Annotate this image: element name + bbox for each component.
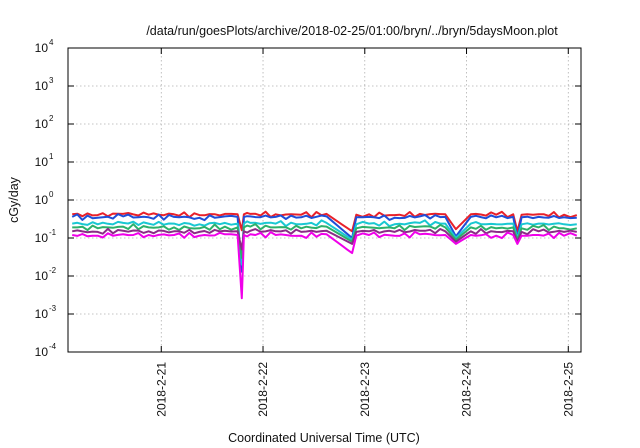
y-tick-exponent: -1 <box>49 228 57 237</box>
series-line <box>72 227 577 251</box>
y-tick-exponent: -4 <box>49 342 57 351</box>
y-tick-label: 10 <box>35 307 49 321</box>
grid-layer <box>68 48 581 352</box>
chart-title: /data/run/goesPlots/archive/2018-02-25/0… <box>146 24 558 38</box>
y-tick-label: 10 <box>35 155 49 169</box>
y-tick-label: 10 <box>35 269 49 283</box>
y-tick-label: 10 <box>35 117 49 131</box>
series-line <box>72 219 577 266</box>
y-axis-label: cGy/day <box>7 176 21 223</box>
x-tick-label: 2018-2-21 <box>154 362 168 417</box>
y-tick-label: 10 <box>35 345 49 359</box>
ticks-layer <box>68 47 581 353</box>
x-tick-label: 2018-2-25 <box>561 362 575 417</box>
y-tick-exponent: -3 <box>49 304 57 313</box>
x-tick-label: 2018-2-23 <box>358 362 372 417</box>
y-tick-exponent: 0 <box>49 190 54 199</box>
series-line <box>72 223 577 259</box>
y-tick-exponent: 2 <box>49 114 54 123</box>
series-line <box>71 213 577 273</box>
x-tick-labels: 2018-2-21 2018-2-22 2018-2-23 2018-2-24 2018… <box>154 362 575 417</box>
y-tick-label: 10 <box>35 41 49 55</box>
y-tick-exponent: 3 <box>49 76 54 85</box>
y-tick-label: 10 <box>35 193 49 207</box>
x-tick-label: 2018-2-24 <box>460 362 474 417</box>
series-layer <box>71 210 578 300</box>
y-tick-label: 10 <box>35 79 49 93</box>
x-tick-label: 2018-2-22 <box>256 362 270 417</box>
y-tick-exponent: 4 <box>49 38 54 47</box>
y-tick-exponent: 1 <box>49 152 54 161</box>
x-axis-label: Coordinated Universal Time (UTC) <box>228 431 420 445</box>
y-tick-exponent: -2 <box>49 266 57 275</box>
series-line <box>72 230 578 300</box>
y-tick-label: 10 <box>35 231 49 245</box>
